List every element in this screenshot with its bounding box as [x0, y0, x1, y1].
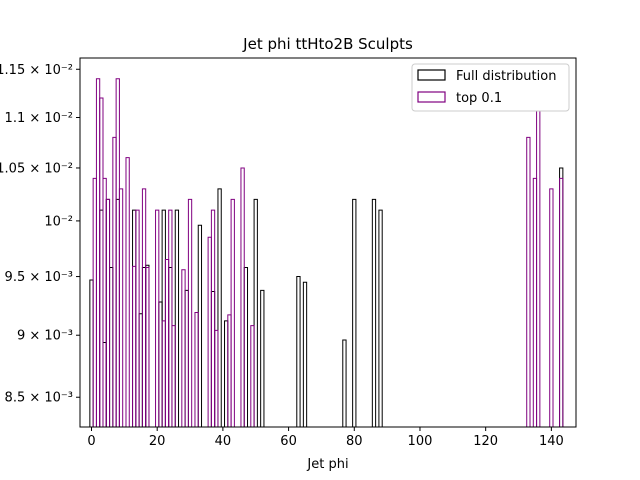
histogram-bin [125, 157, 130, 427]
y-tick-label: 1.15 × 10⁻² [0, 63, 73, 78]
legend: Full distribution top 0.1 [411, 63, 570, 112]
histogram-bin [181, 269, 186, 427]
chart-title: Jet phi ttHto2B Sculpts [242, 35, 413, 53]
histogram-bin [171, 325, 176, 427]
histogram-bin [250, 325, 255, 427]
y-tick-label: 8.5 × 10⁻³ [5, 391, 73, 406]
histogram-bin [342, 339, 347, 427]
x-tick-label: 120 [473, 434, 498, 449]
histogram-bin [105, 198, 111, 427]
x-axis-label: Jet phi [306, 457, 348, 472]
x-axis: 0 20 40 60 80 100 120 140 [87, 427, 564, 449]
x-tick-label: 80 [346, 434, 363, 449]
legend-box [411, 63, 570, 112]
y-tick-label: 9.5 × 10⁻³ [5, 270, 73, 285]
histogram-bin [155, 209, 160, 427]
histogram-bin [253, 198, 258, 427]
legend-label-top-0-1: top 0.1 [456, 91, 502, 106]
y-tick-label: 10⁻² [44, 214, 73, 229]
histogram-bin [549, 188, 554, 427]
histogram-bin [352, 198, 357, 427]
y-axis: 8.5 × 10⁻³ 9 × 10⁻³ 9.5 × 10⁻³ 10⁻² 1.05 × 1… [0, 63, 80, 406]
histogram-bin [240, 167, 245, 427]
histogram-bin [302, 281, 308, 427]
histogram-bin [260, 289, 265, 427]
x-tick-label: 40 [215, 434, 232, 449]
histogram-bin [210, 209, 216, 427]
histogram-bin [135, 209, 140, 427]
histogram-bin [217, 188, 222, 427]
y-tick-label: 1.05 × 10⁻² [0, 161, 73, 176]
plot-frame [79, 57, 577, 428]
histogram-bin [118, 188, 124, 427]
histogram-bin [187, 198, 193, 427]
histogram-bin [526, 136, 531, 427]
y-tick-label: 1.1 × 10⁻² [5, 111, 73, 126]
legend-label-full-distribution: Full distribution [456, 69, 556, 84]
x-tick-label: 60 [280, 434, 297, 449]
histogram-bin [378, 209, 383, 427]
histogram-bin [214, 329, 219, 427]
series-layer [89, 78, 564, 427]
x-tick-label: 140 [539, 434, 564, 449]
x-tick-label: 0 [87, 434, 95, 449]
histogram-bin [145, 266, 150, 427]
histogram-bin [230, 198, 235, 427]
legend-swatch-full-distribution [417, 69, 446, 81]
legend-swatch-top-0-1 [417, 91, 446, 103]
histogram-bin [168, 209, 173, 427]
histogram-bin [174, 209, 180, 427]
y-tick-label: 9 × 10⁻³ [17, 329, 73, 344]
series-top-0-1 [92, 78, 564, 427]
x-tick-label: 20 [149, 434, 166, 449]
histogram-bin [296, 276, 301, 427]
histogram-bin [559, 177, 564, 427]
x-tick-label: 100 [408, 434, 433, 449]
histogram-bin [371, 198, 377, 427]
histogram-bin [194, 312, 199, 427]
